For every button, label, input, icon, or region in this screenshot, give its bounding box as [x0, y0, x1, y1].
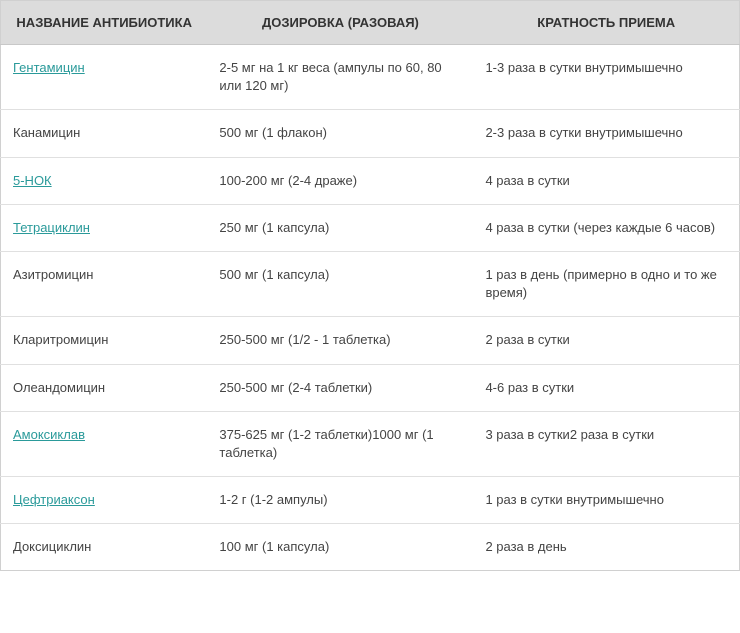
cell-frequency: 1 раз в сутки внутримышечно: [473, 477, 739, 524]
table-row: 5-НОК 100-200 мг (2-4 драже)4 раза в сутк…: [1, 157, 740, 204]
cell-dosage: 1-2 г (1-2 ампулы): [207, 477, 473, 524]
cell-frequency: 4-6 раз в сутки: [473, 364, 739, 411]
col-header-name: НАЗВАНИЕ АНТИБИОТИКА: [1, 1, 208, 45]
cell-frequency: 3 раза в сутки2 раза в сутки: [473, 411, 739, 476]
cell-name: Азитромицин: [1, 251, 208, 316]
cell-frequency: 2-3 раза в сутки внутримышечно: [473, 110, 739, 157]
antibiotics-table: НАЗВАНИЕ АНТИБИОТИКА ДОЗИРОВКА (РАЗОВАЯ)…: [0, 0, 740, 571]
col-header-frequency: КРАТНОСТЬ ПРИЕМА: [473, 1, 739, 45]
cell-frequency: 4 раза в сутки (через каждые 6 часов): [473, 204, 739, 251]
antibiotic-link[interactable]: Цефтриаксон: [13, 492, 95, 507]
cell-name: Тетрациклин: [1, 204, 208, 251]
cell-frequency: 2 раза в день: [473, 524, 739, 571]
table-row: Кларитромицин250-500 мг (1/2 - 1 таблетк…: [1, 317, 740, 364]
cell-dosage: 500 мг (1 капсула): [207, 251, 473, 316]
antibiotic-link[interactable]: Амоксиклав: [13, 427, 85, 442]
cell-frequency: 4 раза в сутки: [473, 157, 739, 204]
table-row: Амоксиклав 375-625 мг (1-2 таблетки)1000 …: [1, 411, 740, 476]
antibiotic-link[interactable]: Гентамицин: [13, 60, 85, 75]
cell-name: Цефтриаксон: [1, 477, 208, 524]
antibiotic-link[interactable]: Тетрациклин: [13, 220, 90, 235]
cell-dosage: 375-625 мг (1-2 таблетки)1000 мг (1 табл…: [207, 411, 473, 476]
cell-dosage: 250 мг (1 капсула): [207, 204, 473, 251]
table-row: Тетрациклин 250 мг (1 капсула)4 раза в су…: [1, 204, 740, 251]
cell-name: Олеандомицин: [1, 364, 208, 411]
table-body: Гентамицин 2-5 мг на 1 кг веса (ампулы по…: [1, 45, 740, 571]
cell-dosage: 250-500 мг (1/2 - 1 таблетка): [207, 317, 473, 364]
cell-dosage: 500 мг (1 флакон): [207, 110, 473, 157]
cell-name: Канамицин: [1, 110, 208, 157]
table-row: Доксициклин100 мг (1 капсула)2 раза в де…: [1, 524, 740, 571]
cell-frequency: 2 раза в сутки: [473, 317, 739, 364]
table-row: Азитромицин500 мг (1 капсула)1 раз в ден…: [1, 251, 740, 316]
cell-name: 5-НОК: [1, 157, 208, 204]
table-row: Олеандомицин250-500 мг (2-4 таблетки)4-6…: [1, 364, 740, 411]
cell-dosage: 2-5 мг на 1 кг веса (ампулы по 60, 80 ил…: [207, 45, 473, 110]
cell-dosage: 100 мг (1 капсула): [207, 524, 473, 571]
table-row: Канамицин500 мг (1 флакон)2-3 раза в сут…: [1, 110, 740, 157]
cell-name: Гентамицин: [1, 45, 208, 110]
cell-name: Доксициклин: [1, 524, 208, 571]
cell-frequency: 1-3 раза в сутки внутримышечно: [473, 45, 739, 110]
cell-frequency: 1 раз в день (примерно в одно и то же вр…: [473, 251, 739, 316]
cell-name: Кларитромицин: [1, 317, 208, 364]
table-row: Цефтриаксон 1-2 г (1-2 ампулы)1 раз в сут…: [1, 477, 740, 524]
cell-name: Амоксиклав: [1, 411, 208, 476]
antibiotic-link[interactable]: 5-НОК: [13, 173, 52, 188]
table-header-row: НАЗВАНИЕ АНТИБИОТИКА ДОЗИРОВКА (РАЗОВАЯ)…: [1, 1, 740, 45]
col-header-dosage: ДОЗИРОВКА (РАЗОВАЯ): [207, 1, 473, 45]
cell-dosage: 100-200 мг (2-4 драже): [207, 157, 473, 204]
cell-dosage: 250-500 мг (2-4 таблетки): [207, 364, 473, 411]
table-row: Гентамицин 2-5 мг на 1 кг веса (ампулы по…: [1, 45, 740, 110]
